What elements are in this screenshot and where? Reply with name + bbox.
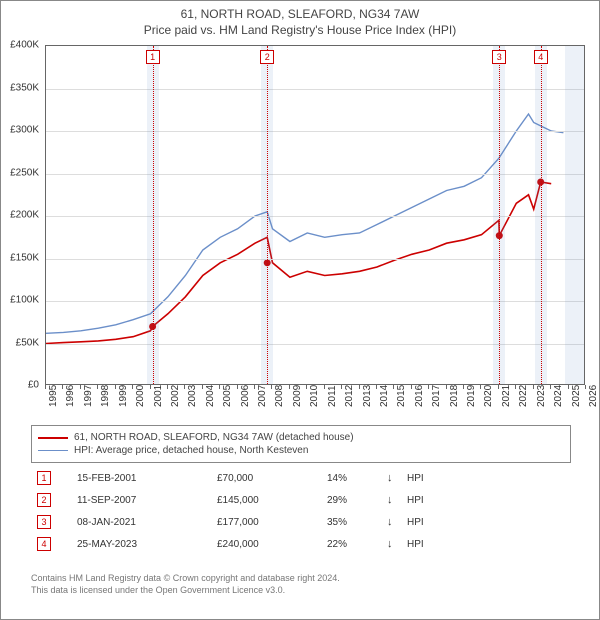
sale-index-badge: 3 [37,515,51,529]
title-address: 61, NORTH ROAD, SLEAFORD, NG34 7AW [5,7,595,21]
sale-delta: 14% [321,467,381,489]
table-row: 2 11-SEP-2007£145,00029%↓HPI [31,489,571,511]
x-axis-tick: 1999 [118,385,129,407]
x-axis-tick: 2007 [257,385,268,407]
x-axis-tick: 2004 [205,385,216,407]
future-shade [565,46,584,384]
x-axis-tick: 2006 [240,385,251,407]
x-axis-tick: 2015 [396,385,407,407]
x-axis-tick: 1996 [65,385,76,407]
footer-line: This data is licensed under the Open Gov… [31,585,571,597]
x-axis-tick: 2000 [135,385,146,407]
x-axis-tick: 2009 [292,385,303,407]
sale-price: £240,000 [211,533,321,555]
footer-attribution: Contains HM Land Registry data © Crown c… [31,573,571,596]
x-axis-tick: 2005 [222,385,233,407]
table-row: 3 08-JAN-2021£177,00035%↓HPI [31,511,571,533]
x-axis-tick: 2013 [362,385,373,407]
x-axis-tick: 1998 [100,385,111,407]
title-subtitle: Price paid vs. HM Land Registry's House … [5,23,595,37]
sale-delta: 22% [321,533,381,555]
x-axis-tick: 2021 [501,385,512,407]
sale-date: 08-JAN-2021 [71,511,211,533]
y-axis-tick: £50K [0,337,39,348]
x-axis-tick: 2001 [153,385,164,407]
footer-line: Contains HM Land Registry data © Crown c… [31,573,571,585]
legend-box: 61, NORTH ROAD, SLEAFORD, NG34 7AW (deta… [31,425,571,463]
x-axis-tick: 2019 [466,385,477,407]
down-arrow-icon: ↓ [381,533,401,555]
sales-table: 115-FEB-2001£70,00014%↓HPI211-SEP-2007£1… [31,467,571,555]
x-axis-tick: 2025 [571,385,582,407]
x-axis-tick: 2003 [187,385,198,407]
sale-suffix: HPI [401,511,571,533]
sale-marker-label: 1 [146,50,160,64]
sale-suffix: HPI [401,467,571,489]
x-axis-tick: 2010 [309,385,320,407]
sale-price: £70,000 [211,467,321,489]
sale-delta: 35% [321,511,381,533]
sale-vertical-line [499,46,500,384]
sale-date: 25-MAY-2023 [71,533,211,555]
x-axis-tick: 1995 [48,385,59,407]
y-axis-tick: £300K [0,125,39,136]
x-axis-tick: 2008 [274,385,285,407]
sale-vertical-line [541,46,542,384]
titles: 61, NORTH ROAD, SLEAFORD, NG34 7AW Price… [1,1,599,39]
y-axis-tick: £100K [0,295,39,306]
x-axis-tick: 2024 [553,385,564,407]
sale-date: 11-SEP-2007 [71,489,211,511]
sale-marker-label: 4 [534,50,548,64]
x-axis-tick: 2022 [518,385,529,407]
chart-plot-area: 1 2 3 4 [45,45,585,385]
sale-index-badge: 2 [37,493,51,507]
sale-index-badge: 4 [37,537,51,551]
sale-delta: 29% [321,489,381,511]
sale-suffix: HPI [401,489,571,511]
x-axis-tick: 2017 [431,385,442,407]
sale-date: 15-FEB-2001 [71,467,211,489]
legend-label: 61, NORTH ROAD, SLEAFORD, NG34 7AW (deta… [74,432,354,443]
x-axis-tick: 2002 [170,385,181,407]
sale-vertical-line [267,46,268,384]
x-axis-tick: 2023 [536,385,547,407]
y-axis-tick: £400K [0,40,39,51]
sale-price: £145,000 [211,489,321,511]
chart-container: 61, NORTH ROAD, SLEAFORD, NG34 7AW Price… [0,0,600,620]
down-arrow-icon: ↓ [381,511,401,533]
y-axis-tick: £200K [0,210,39,221]
sale-index-badge: 1 [37,471,51,485]
x-axis-tick: 2016 [414,385,425,407]
down-arrow-icon: ↓ [381,489,401,511]
x-axis-tick: 2020 [483,385,494,407]
sale-marker-label: 3 [492,50,506,64]
x-axis-tick: 2018 [449,385,460,407]
legend-swatch [38,450,68,451]
y-axis-tick: £150K [0,252,39,263]
sale-marker-label: 2 [260,50,274,64]
legend-item: HPI: Average price, detached house, Nort… [38,445,564,456]
down-arrow-icon: ↓ [381,467,401,489]
x-axis-tick: 2014 [379,385,390,407]
y-axis-tick: £350K [0,82,39,93]
y-axis-tick: £250K [0,167,39,178]
y-axis-tick: £0 [0,380,39,391]
x-axis-tick: 2026 [588,385,599,407]
table-row: 1 15-FEB-2001£70,00014%↓HPI [31,467,571,489]
x-axis-tick: 2012 [344,385,355,407]
series-line [46,182,551,344]
x-axis-tick: 2011 [327,385,338,407]
table-row: 4 25-MAY-2023£240,00022%↓HPI [31,533,571,555]
sale-suffix: HPI [401,533,571,555]
sale-price: £177,000 [211,511,321,533]
legend-swatch [38,437,68,439]
sale-vertical-line [153,46,154,384]
legend-label: HPI: Average price, detached house, Nort… [74,445,308,456]
legend-item: 61, NORTH ROAD, SLEAFORD, NG34 7AW (deta… [38,432,564,443]
x-axis-tick: 1997 [83,385,94,407]
